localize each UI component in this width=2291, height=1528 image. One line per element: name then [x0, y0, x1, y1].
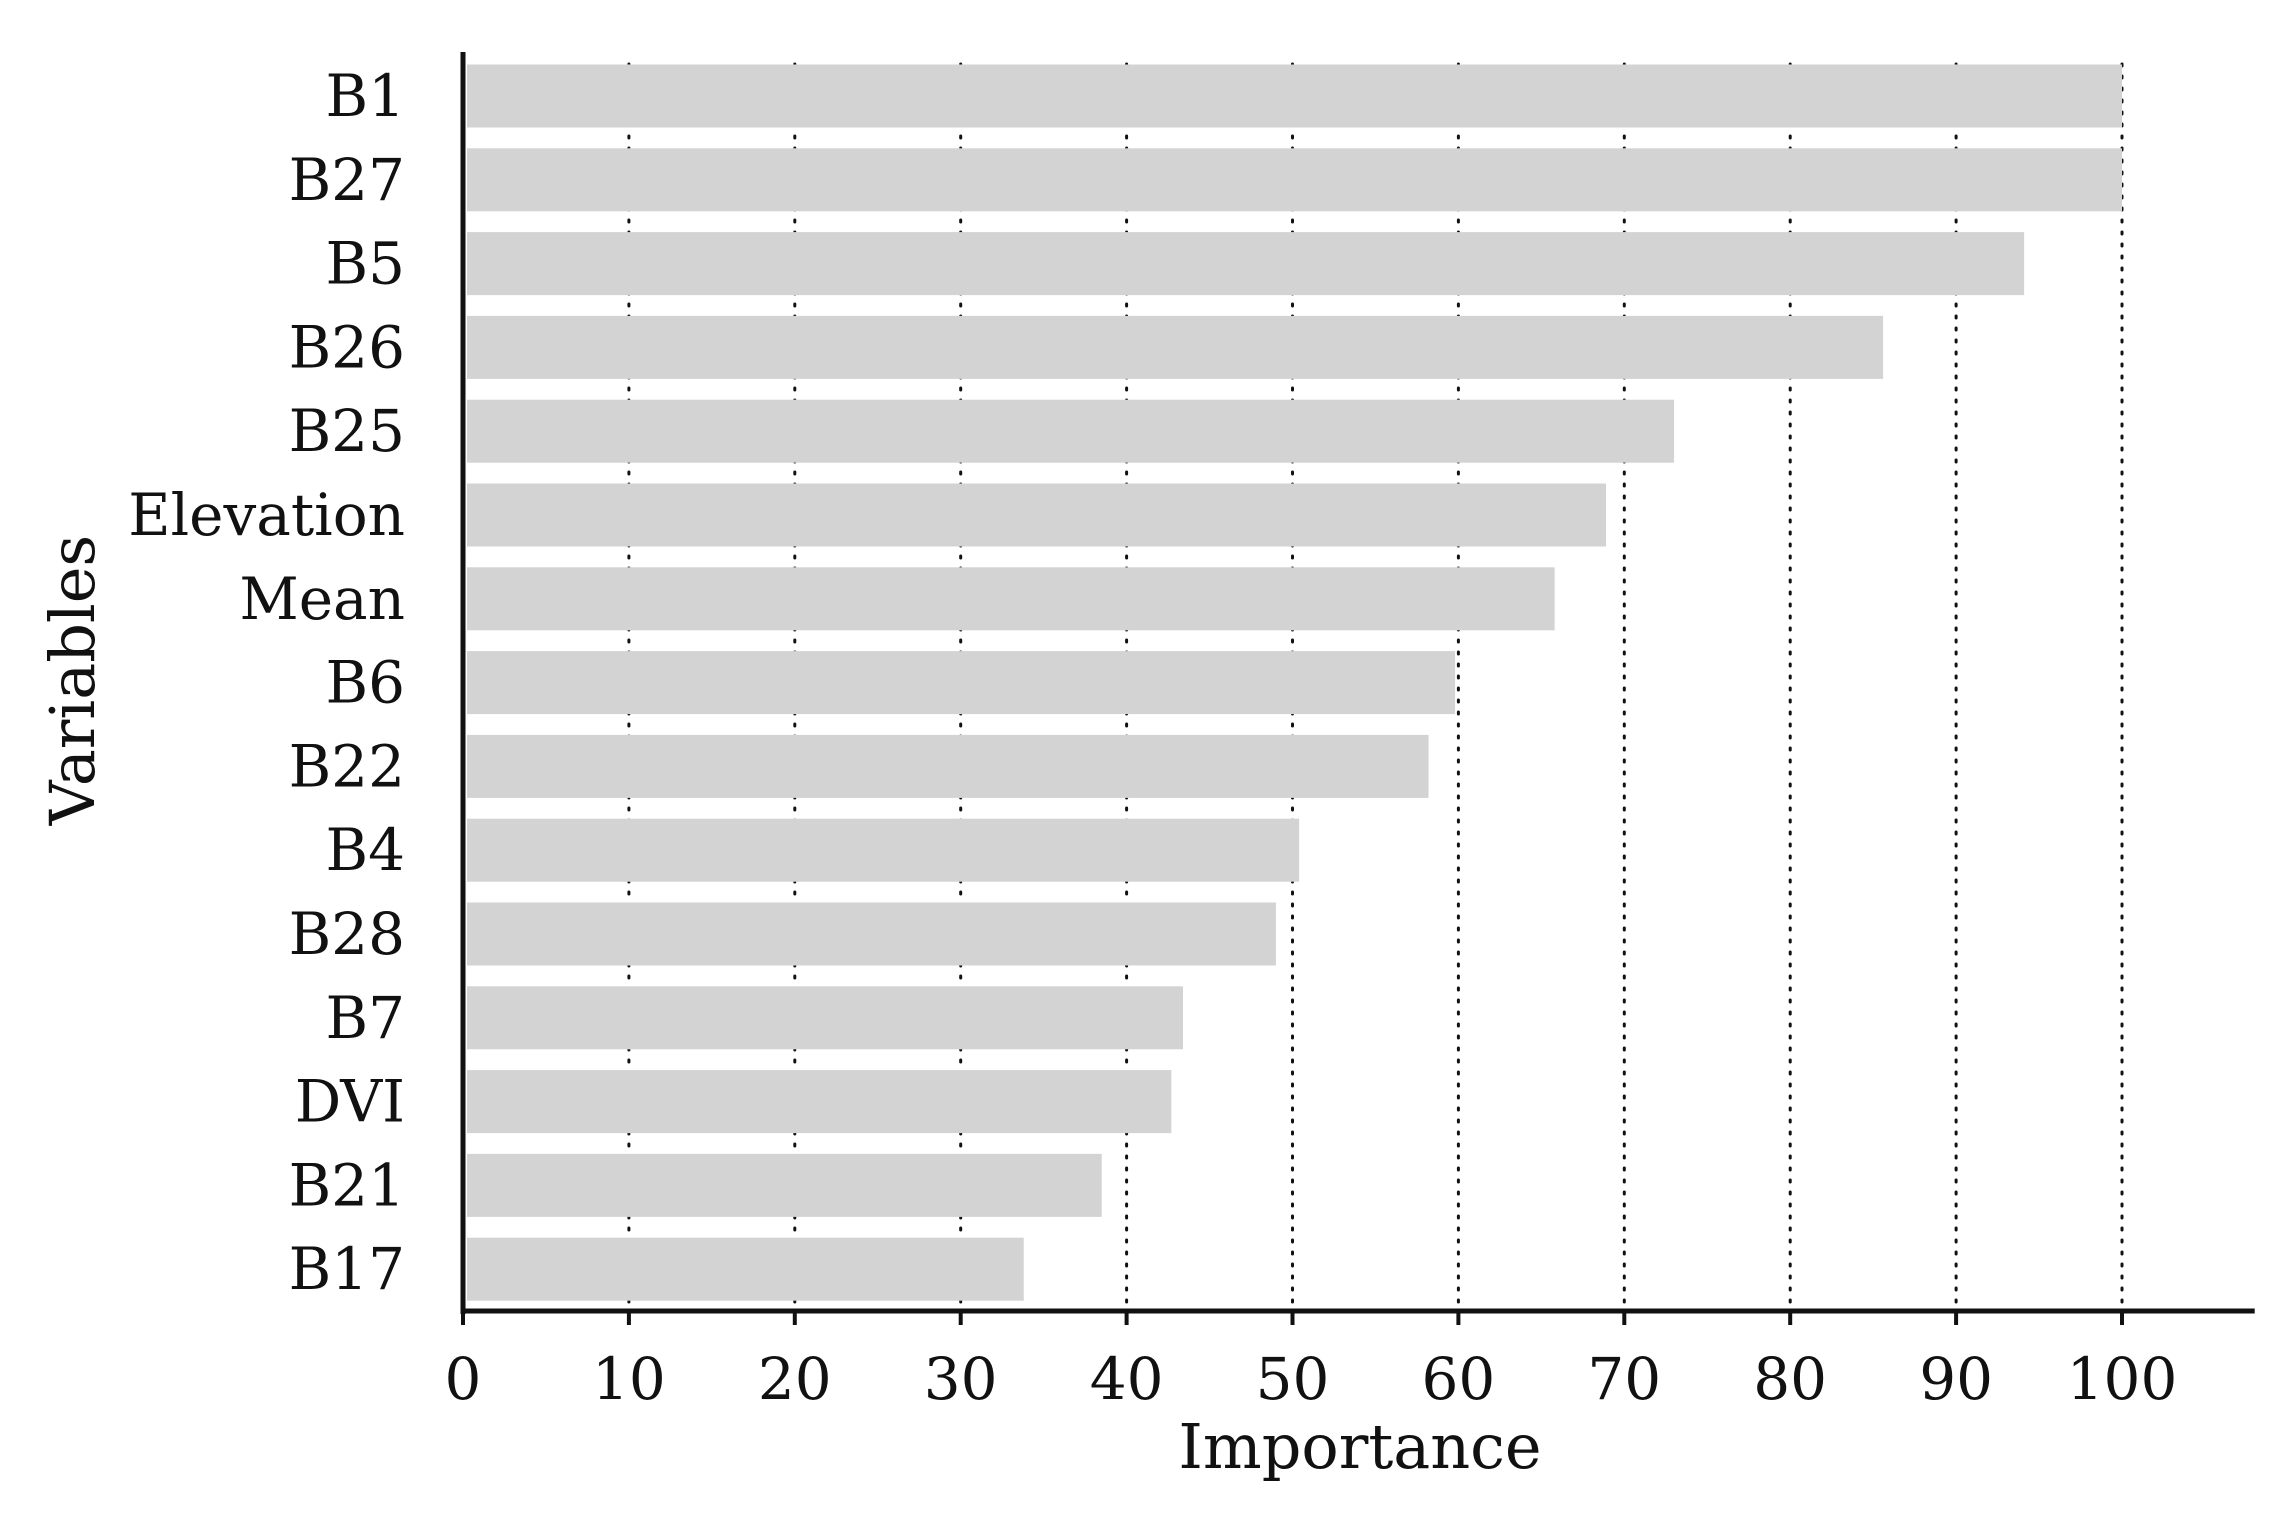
- x-tick-label-10: 10: [592, 1345, 666, 1413]
- bar-b21: [467, 1153, 1102, 1217]
- category-label-b27: B27: [289, 146, 405, 214]
- bar-b27: [467, 148, 2122, 212]
- category-label-b17: B17: [289, 1235, 405, 1303]
- x-tick-label-0: 0: [445, 1345, 482, 1413]
- x-tick-label-30: 30: [924, 1345, 998, 1413]
- x-tick-label-20: 20: [758, 1345, 832, 1413]
- bar-b26: [467, 315, 1884, 379]
- x-tick-label-40: 40: [1090, 1345, 1164, 1413]
- category-label-b28: B28: [289, 900, 405, 968]
- category-label-mean: Mean: [239, 565, 405, 633]
- bar-b6: [467, 651, 1456, 715]
- category-labels: B1 B27 B5 B26 B25 Elevation Mean B6 B22 B4 B28 B7 DV…: [128, 62, 405, 1303]
- bar-b4: [467, 818, 1300, 882]
- y-axis-title: Variables: [36, 535, 109, 827]
- x-tick-label-80: 80: [1753, 1345, 1827, 1413]
- bar-dvi: [467, 1070, 1172, 1134]
- x-tick-label-60: 60: [1421, 1345, 1495, 1413]
- bar-b22: [467, 734, 1429, 798]
- x-tick-label-90: 90: [1919, 1345, 1993, 1413]
- category-label-b26: B26: [289, 313, 405, 381]
- bar-mean: [467, 567, 1555, 631]
- bar-b25: [467, 399, 1675, 463]
- category-label-b6: B6: [325, 649, 405, 717]
- category-label-dvi: DVI: [295, 1068, 405, 1136]
- x-tick-labels: 0 10 20 30 40 50 60 70 80 90 100: [445, 1311, 2178, 1413]
- bar-b17: [467, 1237, 1024, 1301]
- x-tick-label-70: 70: [1587, 1345, 1661, 1413]
- x-tick-label-50: 50: [1256, 1345, 1330, 1413]
- bars: [467, 64, 2122, 1301]
- bar-b1: [467, 64, 2122, 128]
- bar-b28: [467, 902, 1276, 966]
- category-label-b4: B4: [325, 816, 405, 884]
- category-label-b22: B22: [289, 732, 405, 800]
- category-label-b25: B25: [289, 397, 405, 465]
- x-tick-label-100: 100: [2067, 1345, 2178, 1413]
- category-label-elevation: Elevation: [128, 481, 405, 549]
- category-label-b5: B5: [325, 230, 405, 298]
- bar-b7: [467, 986, 1184, 1050]
- category-label-b1: B1: [325, 62, 405, 130]
- category-label-b7: B7: [325, 984, 405, 1052]
- category-label-b21: B21: [289, 1151, 405, 1219]
- bar-b5: [467, 232, 2025, 296]
- x-axis-title: Importance: [1178, 1410, 1541, 1483]
- bar-elevation: [467, 483, 1607, 547]
